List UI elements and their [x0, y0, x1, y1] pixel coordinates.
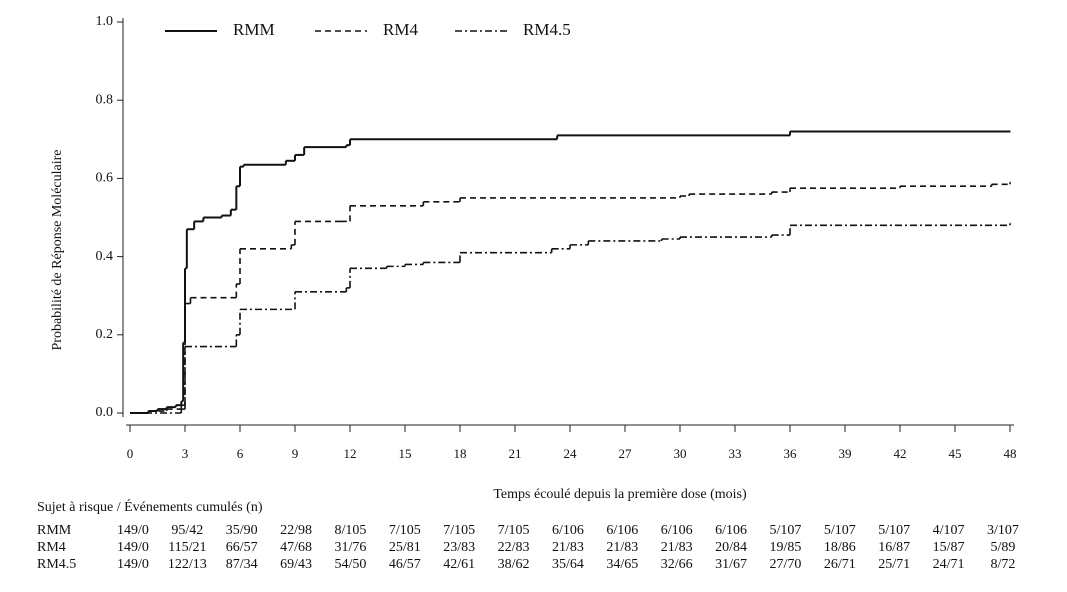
risk-cell: 66/57	[226, 540, 258, 555]
risk-row-label: RM4.5	[37, 557, 76, 572]
risk-cell: 5/107	[824, 523, 856, 538]
risk-cell: 115/21	[168, 540, 206, 555]
risk-cell: 38/62	[498, 557, 530, 572]
risk-cell: 21/83	[552, 540, 584, 555]
risk-cell: 7/105	[498, 523, 530, 538]
x-tick-label: 27	[619, 446, 633, 461]
risk-cell: 6/106	[606, 523, 638, 538]
legend-label: RM4	[383, 20, 418, 39]
risk-cell: 25/81	[389, 540, 421, 555]
risk-cell: 42/61	[443, 557, 475, 572]
risk-cell: 22/98	[280, 523, 312, 538]
x-tick-label: 6	[237, 446, 244, 461]
risk-cell: 5/107	[770, 523, 802, 538]
risk-cell: 27/70	[770, 557, 802, 572]
x-tick-label: 48	[1004, 446, 1017, 461]
risk-cell: 122/13	[168, 557, 207, 572]
x-axis-label: Temps écoulé depuis la première dose (mo…	[493, 487, 747, 502]
x-tick-label: 0	[127, 446, 134, 461]
risk-cell: 35/90	[226, 523, 258, 538]
x-tick-label: 9	[292, 446, 299, 461]
y-tick-label: 1.0	[96, 14, 114, 29]
risk-cell: 35/64	[552, 557, 584, 572]
x-tick-label: 33	[729, 446, 742, 461]
x-tick-label: 12	[344, 446, 357, 461]
risk-cell: 18/86	[824, 540, 856, 555]
x-tick-label: 45	[949, 446, 962, 461]
risk-cell: 19/85	[770, 540, 802, 555]
x-tick-label: 21	[509, 446, 522, 461]
risk-cell: 26/71	[824, 557, 856, 572]
risk-cell: 20/84	[715, 540, 747, 555]
legend-label: RM4.5	[523, 20, 571, 39]
risk-cell: 3/107	[987, 523, 1019, 538]
risk-cell: 21/83	[606, 540, 638, 555]
risk-cell: 6/106	[661, 523, 693, 538]
x-tick-label: 3	[182, 446, 189, 461]
y-axis-label: Probabilité de Réponse Moléculaire	[50, 150, 65, 351]
risk-cell: 8/105	[335, 523, 367, 538]
x-tick-label: 30	[674, 446, 687, 461]
y-tick-label: 0.8	[96, 92, 114, 107]
risk-cell: 31/67	[715, 557, 747, 572]
y-tick-label: 0.4	[96, 249, 114, 264]
x-tick-label: 42	[894, 446, 907, 461]
risk-cell: 7/105	[443, 523, 475, 538]
risk-cell: 24/71	[933, 557, 965, 572]
risk-cell: 21/83	[661, 540, 693, 555]
risk-cell: 15/87	[933, 540, 965, 555]
risk-cell: 22/83	[498, 540, 530, 555]
y-tick-label: 0.2	[96, 327, 114, 342]
risk-cell: 5/107	[878, 523, 910, 538]
risk-cell: 8/72	[991, 557, 1016, 572]
risk-cell: 87/34	[226, 557, 258, 572]
risk-cell: 149/0	[117, 557, 149, 572]
risk-row-label: RMM	[37, 523, 72, 538]
risk-cell: 4/107	[933, 523, 965, 538]
risk-cell: 54/50	[335, 557, 367, 572]
risk-cell: 5/89	[991, 540, 1016, 555]
risk-cell: 6/106	[552, 523, 584, 538]
risk-cell: 32/66	[661, 557, 693, 572]
risk-cell: 69/43	[280, 557, 312, 572]
risk-cell: 149/0	[117, 523, 149, 538]
risk-cell: 31/76	[335, 540, 367, 555]
risk-cell: 23/83	[443, 540, 475, 555]
risk-cell: 16/87	[878, 540, 910, 555]
risk-cell: 25/71	[878, 557, 910, 572]
risk-cell: 149/0	[117, 540, 149, 555]
x-tick-label: 39	[839, 446, 852, 461]
risk-cell: 7/105	[389, 523, 421, 538]
y-tick-label: 0.0	[96, 405, 114, 420]
risk-row-label: RM4	[37, 540, 66, 555]
legend-label: RMM	[233, 20, 275, 39]
risk-cell: 95/42	[171, 523, 203, 538]
risk-cell: 46/57	[389, 557, 421, 572]
x-tick-label: 36	[784, 446, 798, 461]
risk-cell: 34/65	[606, 557, 638, 572]
x-tick-label: 18	[454, 446, 467, 461]
y-tick-label: 0.6	[96, 171, 114, 186]
risk-table-title: Sujet à risque / Événements cumulés (n)	[37, 498, 263, 515]
x-tick-label: 24	[564, 446, 578, 461]
x-tick-label: 15	[399, 446, 412, 461]
risk-cell: 6/106	[715, 523, 747, 538]
risk-cell: 47/68	[280, 540, 312, 555]
